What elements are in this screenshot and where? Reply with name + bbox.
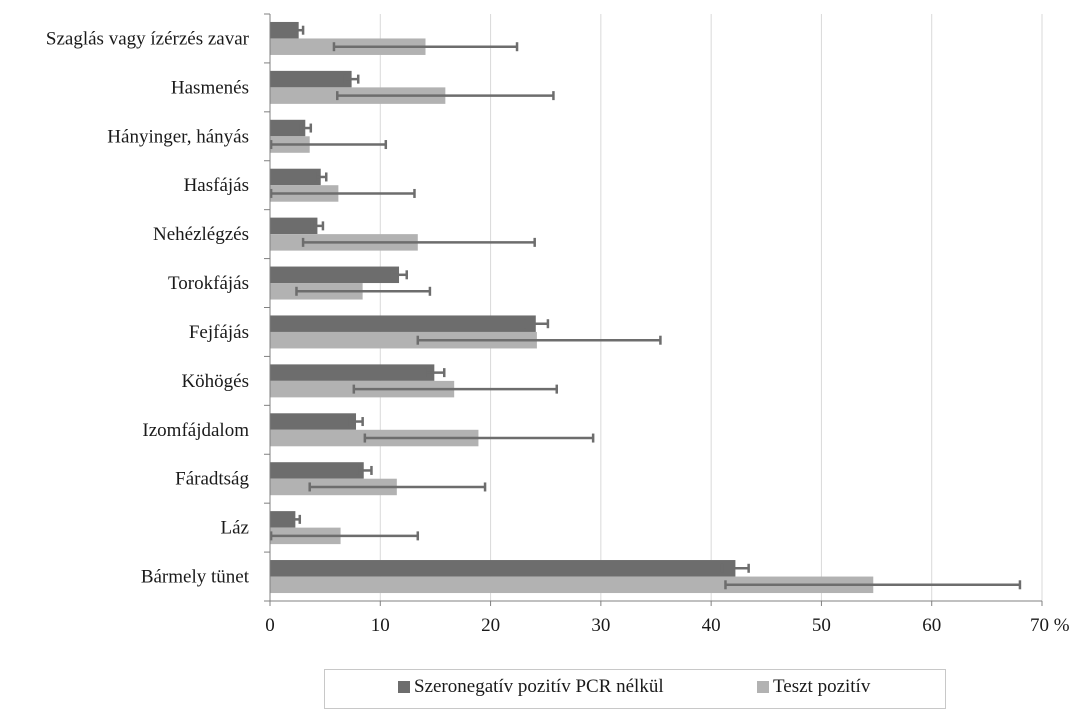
category-label: Hasmenés — [171, 77, 249, 98]
bar-series-1 — [270, 560, 736, 577]
bars — [270, 21, 874, 594]
category-label: Izomfájdalom — [142, 420, 249, 441]
x-tick-label: 50 — [812, 615, 831, 636]
bar-series-1 — [270, 266, 400, 284]
legend: Szeronegatív pozitív PCR nélkül Teszt po… — [324, 669, 946, 709]
bar-series-2 — [270, 576, 874, 594]
axes — [264, 13, 1043, 606]
legend-label-series-1: Szeronegatív pozitív PCR nélkül — [414, 676, 664, 697]
x-tick-label: 0 — [265, 615, 275, 636]
bar-series-1 — [270, 119, 306, 137]
x-tick-label: 30 — [591, 615, 610, 636]
category-label: Láz — [221, 518, 249, 539]
bar-series-1 — [270, 413, 357, 430]
legend-item-series-2: Teszt pozitív — [757, 676, 870, 698]
bar-series-1 — [270, 364, 435, 381]
error-bars — [269, 25, 1022, 590]
legend-swatch-series-1 — [398, 681, 410, 693]
bar-series-1 — [270, 315, 536, 332]
category-label: Köhögés — [181, 371, 249, 392]
legend-item-series-1: Szeronegatív pozitív PCR nélkül — [398, 676, 664, 698]
x-tick-label: 60 — [922, 615, 941, 636]
bar-series-1 — [270, 70, 352, 88]
bar-series-1 — [270, 217, 318, 235]
x-tick-label: 40 — [702, 615, 721, 636]
bar-series-2 — [270, 331, 537, 349]
legend-swatch-series-2 — [757, 681, 769, 693]
bar-series-1 — [270, 21, 299, 39]
x-tick-label: 70 % — [1030, 615, 1070, 636]
category-label: Fáradtság — [175, 469, 249, 490]
legend-label-series-2: Teszt pozitív — [773, 676, 871, 697]
bar-series-1 — [270, 462, 364, 479]
x-tick-label: 10 — [371, 615, 390, 636]
bar-series-1 — [270, 168, 321, 186]
gridlines — [379, 14, 1043, 601]
x-tick-label: 20 — [481, 615, 500, 636]
category-labels: Szaglás vagy ízérzés zavar Hasmenés Hányin… — [46, 28, 250, 587]
category-label: Hányinger, hányás — [107, 126, 249, 147]
category-label: Nehézlégzés — [153, 224, 249, 245]
tick-labels: 0 10 20 30 40 50 60 70 % — [265, 615, 1070, 636]
category-label: Torokfájás — [168, 273, 249, 294]
category-label: Fejfájás — [189, 322, 249, 343]
category-label: Szaglás vagy ízérzés zavar — [46, 28, 250, 49]
bar-series-1 — [270, 511, 296, 528]
category-label: Hasfájás — [184, 175, 249, 196]
category-label: Bármely tünet — [141, 567, 250, 588]
